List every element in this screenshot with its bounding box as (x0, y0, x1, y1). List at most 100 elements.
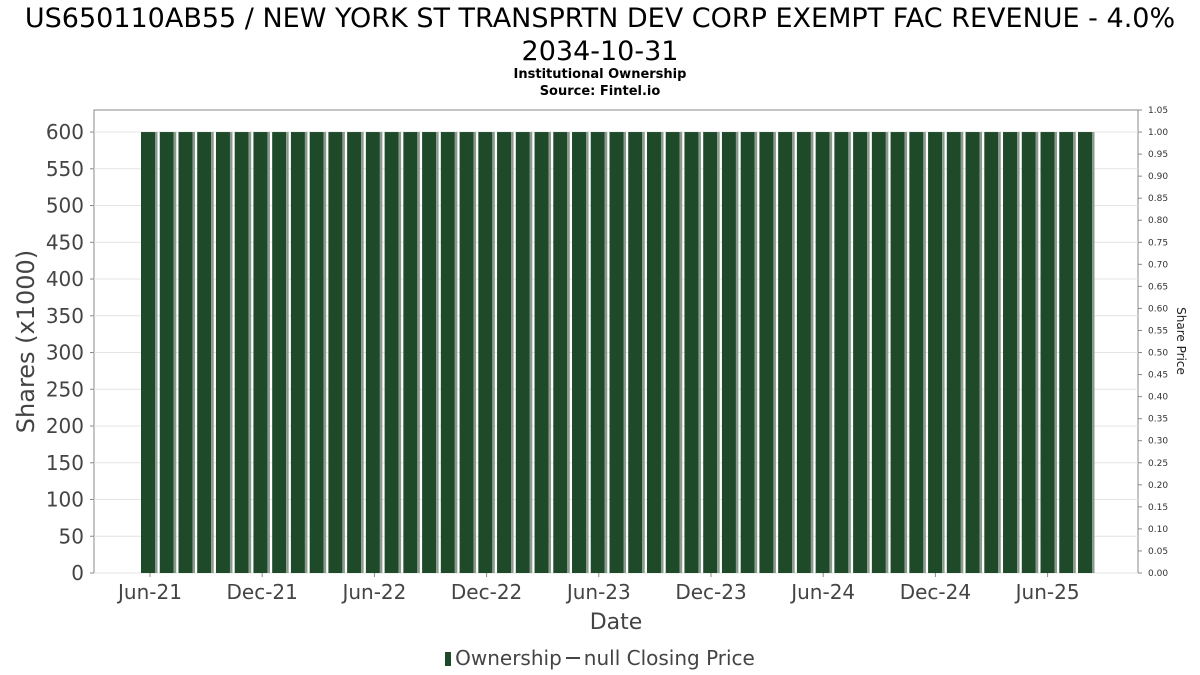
ownership-legend-swatch (445, 652, 452, 666)
ownership-bar (796, 132, 811, 574)
ownership-bar (890, 132, 905, 574)
x-axis-label: Date (590, 610, 643, 635)
ownership-bar (834, 132, 849, 574)
ownership-bar-shadow (548, 132, 552, 574)
ownership-bar (815, 132, 830, 574)
ownership-bar-shadow (979, 132, 983, 574)
ownership-bar-shadow (586, 132, 589, 574)
y-axis-ticks: 0 50 100 150 200 250 300 350 400 450 500 550 600 (46, 120, 94, 585)
ownership-bar-shadow (211, 132, 214, 574)
chart-title: US650110AB55 / NEW YORK ST TRANSPRTN DEV… (24, 3, 1176, 67)
y2-tick-label: 0.90 (1148, 172, 1168, 182)
y2-tick-label: 0.95 (1148, 150, 1168, 160)
ownership-bar-shadow (623, 132, 626, 574)
y2-tick-label: 0.25 (1148, 459, 1168, 469)
ownership-bar (497, 132, 512, 574)
ownership-bar (928, 132, 943, 574)
y2-tick-label: 0.20 (1148, 481, 1168, 491)
ownership-bar-shadow (155, 132, 158, 574)
y2-tick-label: 1.05 (1148, 106, 1168, 116)
y-tick-label: 550 (46, 157, 84, 181)
ownership-bar-shadow (173, 132, 177, 574)
ownership-bar (478, 132, 493, 574)
y-tick-label: 400 (46, 267, 84, 291)
ownership-bar (178, 132, 193, 574)
ownership-bar (909, 132, 924, 574)
ownership-bar (853, 132, 868, 574)
ownership-bar-shadow (717, 132, 720, 574)
y2-tick-label: 0.45 (1148, 371, 1168, 381)
ownership-bar-shadow (660, 132, 664, 574)
y-axis-label: Shares (x1000) (12, 250, 40, 433)
ownership-bar-shadow (1073, 132, 1076, 574)
y-tick-label: 500 (46, 194, 84, 218)
ownership-bar (759, 132, 774, 574)
ownership-bar-shadow (323, 132, 327, 574)
ownership-bar (141, 132, 155, 574)
x-tick-label: Jun-25 (1014, 580, 1080, 604)
y2-tick-label: 0.65 (1148, 282, 1168, 292)
y-tick-label: 600 (46, 120, 84, 144)
y-tick-label: 200 (46, 414, 84, 438)
x-tick-label: Dec-22 (451, 580, 522, 604)
ownership-bar-shadow (754, 132, 758, 574)
y2-axis-label: Share Price (1174, 307, 1188, 375)
ownership-bar (946, 132, 961, 574)
ownership-bar-shadow (792, 132, 795, 574)
ownership-bar-shadow (904, 132, 908, 574)
ownership-bar (665, 132, 680, 574)
ownership-bar-shadow (473, 132, 477, 574)
legend: Ownership null Closing Price (0, 646, 1200, 670)
y2-tick-label: 0.40 (1148, 393, 1168, 403)
ownership-bar-shadow (361, 132, 364, 574)
legend-closing-price: null Closing Price (583, 646, 755, 670)
y-tick-label: 150 (46, 451, 84, 475)
y2-tick-label: 0.15 (1148, 503, 1168, 513)
ownership-bar (422, 132, 437, 574)
ownership-bar-shadow (735, 132, 739, 574)
ownership-bar-shadow (511, 132, 514, 574)
ownership-bar (534, 132, 549, 574)
ownership-bar-shadow (1017, 132, 1020, 574)
y2-tick-label: 0.35 (1148, 415, 1168, 425)
ownership-bar (440, 132, 455, 574)
x-axis-ticks: Jun-21 Dec-21 Jun-22 Dec-22 Jun-23 Dec-23 Jun-… (116, 573, 1080, 604)
y2-tick-label: 0.85 (1148, 194, 1168, 204)
legend-ownership: Ownership (455, 646, 562, 670)
ownership-bar-shadow (267, 132, 270, 574)
ownership-bar (984, 132, 999, 574)
ownership-bar-shadow (286, 132, 289, 574)
y2-tick-label: 0.60 (1148, 304, 1168, 314)
y2-tick-label: 0.70 (1148, 260, 1168, 270)
ownership-bar (1021, 132, 1036, 574)
ownership-bar-shadow (454, 132, 458, 574)
ownership-bar-shadow (342, 132, 345, 574)
ownership-bar-shadow (398, 132, 402, 574)
y2-tick-label: 0.55 (1148, 326, 1168, 336)
y2-tick-label: 0.30 (1148, 437, 1168, 447)
ownership-bar (778, 132, 793, 574)
ownership-bar-shadow (436, 132, 439, 574)
ownership-bar (721, 132, 736, 574)
ownership-bar-shadow (529, 132, 533, 574)
y-tick-label: 100 (46, 488, 84, 512)
y-tick-label: 450 (46, 230, 84, 254)
x-tick-label: Dec-24 (900, 580, 971, 604)
y-tick-label: 0 (71, 561, 84, 585)
ownership-bar-shadow (773, 132, 776, 574)
y2-tick-label: 0.05 (1148, 547, 1168, 557)
ownership-bar (215, 132, 230, 574)
ownership-bar (197, 132, 212, 574)
ownership-bar-shadow (417, 132, 420, 574)
ownership-bar-shadow (698, 132, 701, 574)
y2-tick-label: 0.10 (1148, 525, 1168, 535)
ownership-bar-shadow (1035, 132, 1039, 574)
ownership-bar-shadow (848, 132, 851, 574)
chart-source: Source: Fintel.io (539, 84, 661, 99)
x-tick-label: Jun-24 (789, 580, 855, 604)
ownership-bar (703, 132, 718, 574)
ownership-bar-shadow (998, 132, 1001, 574)
ownership-bar (253, 132, 268, 574)
ownership-bar-shadow (567, 132, 570, 574)
x-tick-label: Dec-23 (675, 580, 746, 604)
